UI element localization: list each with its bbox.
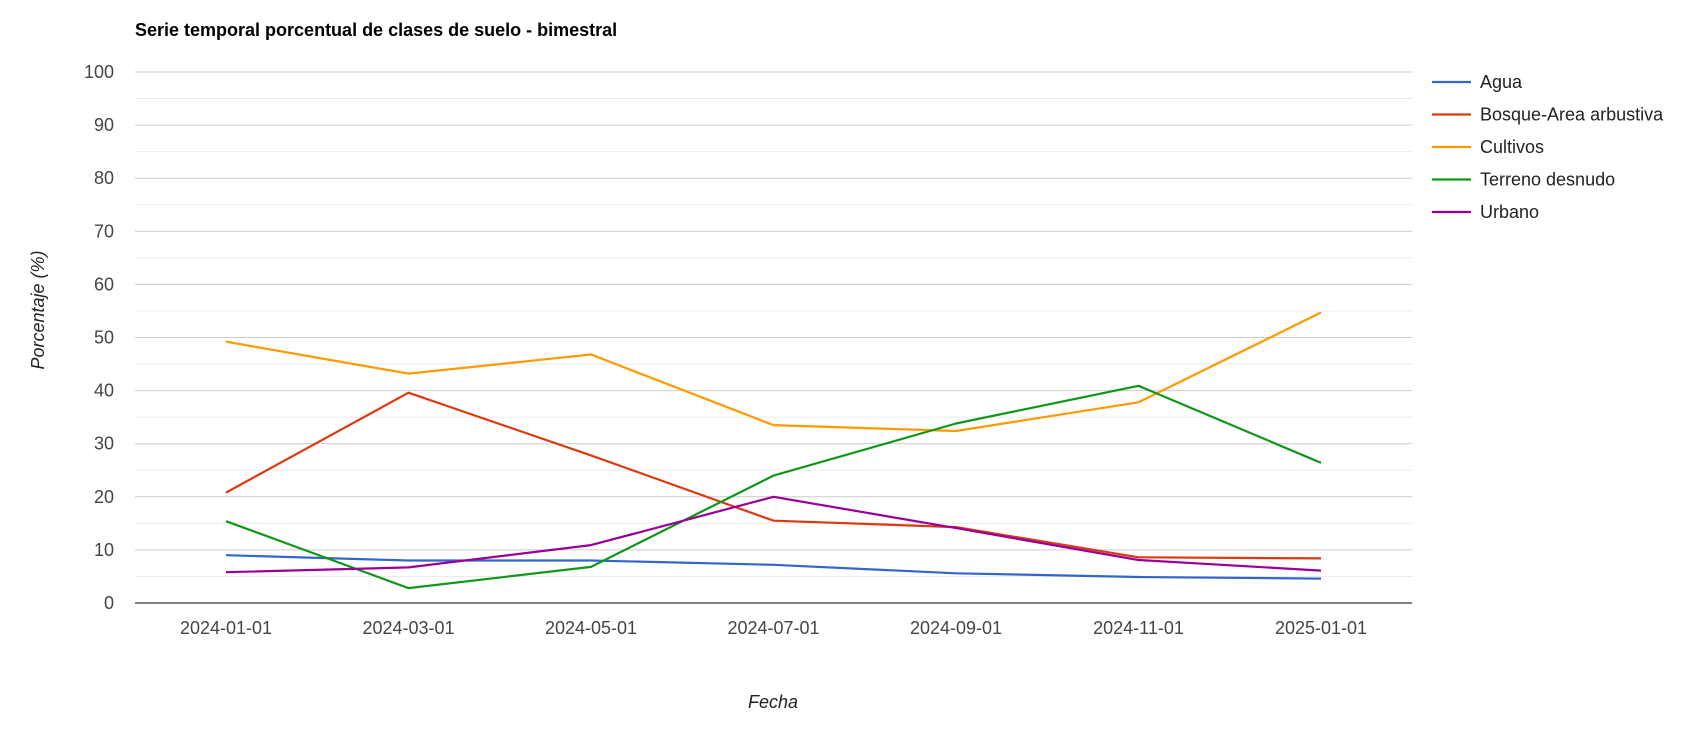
y-tick-label: 40 <box>94 381 114 401</box>
series-line-2[interactable] <box>225 391 1322 560</box>
series-line-1[interactable] <box>225 554 1322 580</box>
x-tick-label: 2024-01-01 <box>180 618 272 638</box>
x-axis-ticks: 2024-01-01 2024-03-01 2024-05-01 2024-07-01… <box>180 618 1367 638</box>
x-tick-label: 2024-03-01 <box>362 618 454 638</box>
x-tick-label: 2024-11-01 <box>1093 618 1184 638</box>
y-tick-label: 30 <box>94 434 114 454</box>
y-tick-label: 50 <box>94 328 114 348</box>
chart-title: Serie temporal porcentual de clases de s… <box>135 20 617 40</box>
legend-label[interactable]: Urbano <box>1480 202 1539 222</box>
legend-label[interactable]: Bosque-Area arbustiva <box>1480 105 1664 125</box>
y-tick-label: 0 <box>104 593 114 613</box>
series-line-4[interactable] <box>225 384 1322 590</box>
series-lines <box>225 311 1322 590</box>
y-tick-label: 90 <box>94 115 114 135</box>
y-tick-label: 100 <box>84 62 114 82</box>
y-axis-ticks: 0 10 20 30 40 50 60 70 80 90 100 <box>84 62 114 613</box>
x-tick-label: 2024-05-01 <box>545 618 637 638</box>
y-tick-label: 80 <box>94 168 114 188</box>
y-tick-label: 60 <box>94 274 114 294</box>
x-axis-title: Fecha <box>748 692 798 712</box>
legend-label[interactable]: Terreno desnudo <box>1480 170 1615 190</box>
y-tick-label: 10 <box>94 540 114 560</box>
y-axis-title: Porcentaje (%) <box>28 250 48 369</box>
y-tick-label: 70 <box>94 221 114 241</box>
y-tick-label: 20 <box>94 487 114 507</box>
x-tick-label: 2024-09-01 <box>910 618 1002 638</box>
series-line-5[interactable] <box>225 495 1322 574</box>
x-tick-label: 2025-01-01 <box>1275 618 1367 638</box>
gridlines <box>135 71 1412 577</box>
x-tick-label: 2024-07-01 <box>727 618 819 638</box>
legend-label[interactable]: Cultivos <box>1480 137 1544 157</box>
series-line-3[interactable] <box>225 311 1322 433</box>
legend: Agua Bosque-Area arbustiva Cultivos Terreno… <box>1432 72 1664 222</box>
legend-label[interactable]: Agua <box>1480 72 1523 92</box>
